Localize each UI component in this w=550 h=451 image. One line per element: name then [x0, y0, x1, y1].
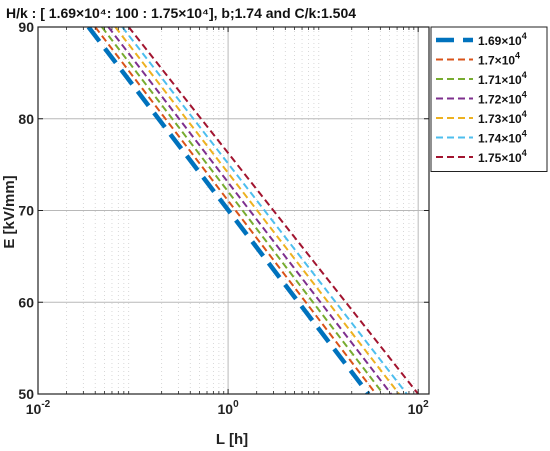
y-tick-labels: 50 60 70 80 90: [18, 19, 34, 402]
major-grid: [37, 26, 429, 395]
legend-label: 1.75×104: [478, 148, 527, 165]
y-tick-label: 50: [18, 386, 34, 402]
axis-ticks: [37, 26, 429, 395]
legend-label: 1.7×104: [478, 51, 520, 68]
series-line: [127, 27, 419, 394]
x-tick-labels: 10-2 100 102: [26, 399, 429, 417]
legend-label: 1.72×104: [478, 90, 527, 107]
series-line: [121, 27, 408, 394]
y-axis-label: E [kV/mm]: [1, 175, 18, 248]
legend-label: 1.73×104: [478, 109, 527, 126]
legend-label: 1.69×104: [478, 31, 527, 48]
series-line: [107, 27, 392, 394]
series-line: [94, 27, 377, 394]
y-tick-label: 90: [18, 19, 34, 35]
y-tick-label: 80: [18, 111, 34, 127]
x-tick-label: 100: [218, 399, 240, 417]
series-line: [114, 27, 400, 394]
legend-label: 1.74×104: [478, 129, 527, 146]
chart-title: H/k : [ 1.69×10⁴: 100 : 1.75×10⁴], b;1.7…: [6, 5, 356, 21]
legend-label: 1.71×104: [478, 70, 527, 87]
y-tick-label: 60: [18, 294, 34, 310]
x-tick-label: 10-2: [26, 399, 51, 417]
y-tick-label: 70: [18, 203, 34, 219]
legend: 1.69×104 1.7×104 1.71×104 1.72×104 1.73×104 1…: [430, 26, 548, 172]
series-line: [86, 27, 371, 394]
x-axis-label: L [h]: [216, 431, 248, 448]
series-line: [101, 27, 385, 394]
series-layer: [86, 27, 419, 394]
x-tick-label: 102: [408, 399, 430, 417]
